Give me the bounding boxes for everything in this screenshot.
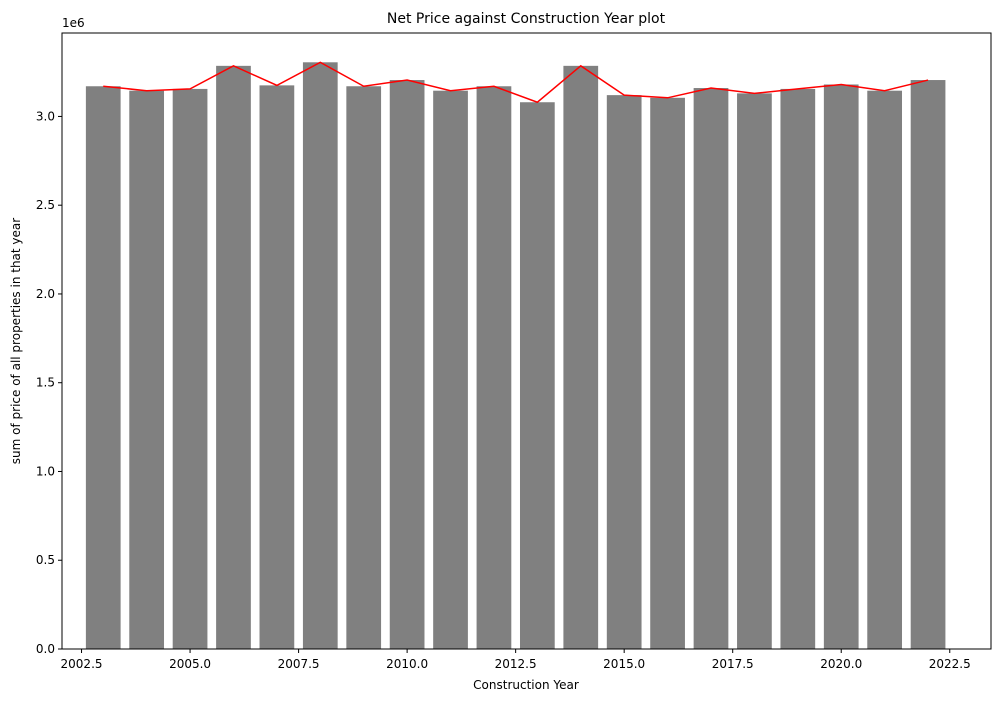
- x-tick-label: 2020.0: [820, 657, 862, 671]
- y-ticks-group: 0.0 0.5 1.0 1.5 2.0 2.5 3.0: [36, 109, 62, 656]
- y-tick-label: 0.5: [36, 553, 55, 567]
- bar-2022: [910, 80, 946, 650]
- bar-2013: [519, 102, 555, 650]
- bar-2006: [216, 65, 251, 650]
- bar-2015: [606, 95, 642, 649]
- x-ticks-group: 2002.5 2005.0 2007.5 2010.0 2012.5 2015.0 2017…: [61, 649, 971, 671]
- bar-2018: [737, 93, 772, 649]
- bar-2007: [259, 85, 295, 649]
- y-tick-label: 1.5: [36, 376, 55, 390]
- x-tick-label: 2007.5: [278, 657, 320, 671]
- bar-2010: [389, 80, 425, 650]
- bar-2012: [476, 86, 512, 650]
- y-offset-label: 1e6: [62, 16, 85, 30]
- bar-2008: [302, 62, 338, 649]
- x-tick-label: 2017.5: [712, 657, 754, 671]
- bar-2009: [346, 86, 382, 650]
- x-tick-label: 2002.5: [61, 657, 103, 671]
- x-tick-label: 2005.0: [169, 657, 211, 671]
- y-axis-label: sum of price of all properties in that y…: [9, 218, 23, 464]
- bar-2021: [867, 90, 903, 650]
- x-tick-label: 2015.0: [603, 657, 645, 671]
- x-tick-label: 2012.5: [495, 657, 537, 671]
- bar-2005: [172, 88, 208, 649]
- bars-group: [85, 62, 946, 650]
- y-tick-label: 2.0: [36, 287, 55, 301]
- bar-2004: [129, 90, 165, 650]
- x-axis-label: Construction Year: [473, 678, 579, 692]
- trend-line: [103, 61, 929, 104]
- chart-title: Net Price against Construction Year plot: [387, 11, 666, 27]
- y-tick-label: 1.0: [36, 464, 55, 478]
- y-tick-label: 2.5: [36, 198, 55, 212]
- bar-2003: [85, 86, 121, 650]
- bar-2011: [433, 90, 468, 650]
- x-tick-label: 2022.5: [929, 657, 971, 671]
- line-group: [103, 61, 929, 104]
- x-tick-label: 2010.0: [386, 657, 428, 671]
- y-tick-label: 0.0: [36, 642, 55, 656]
- y-tick-label: 3.0: [36, 109, 55, 123]
- bar-2019: [780, 88, 816, 649]
- bar-2016: [650, 97, 685, 649]
- bar-2017: [693, 88, 729, 650]
- plot-frame: [61, 32, 992, 650]
- bar-2014: [563, 65, 599, 650]
- bar-2020: [823, 84, 859, 650]
